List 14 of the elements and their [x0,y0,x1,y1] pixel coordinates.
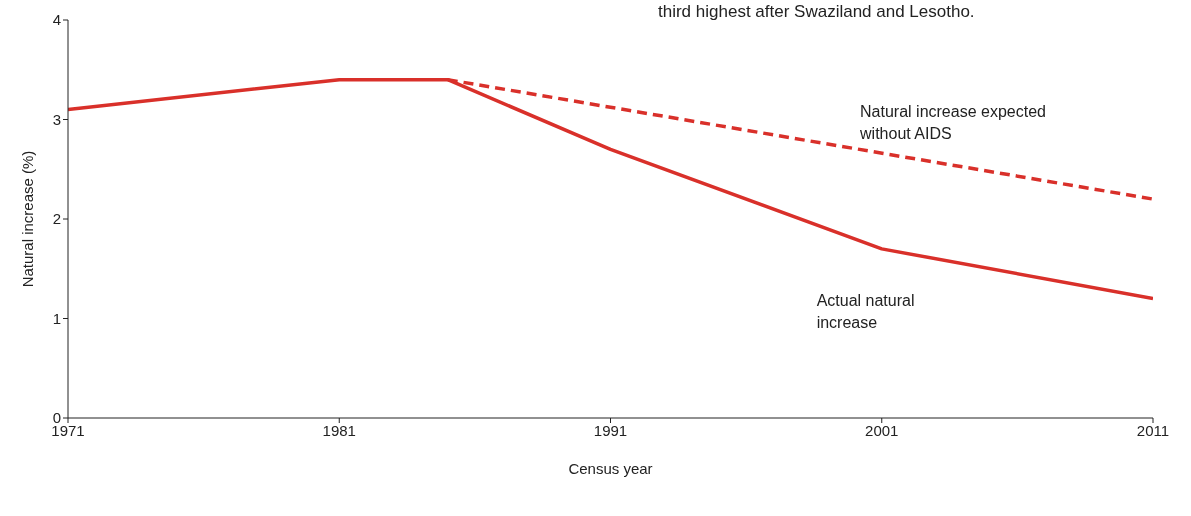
y-tick-label: 2 [52,210,61,228]
y-tick-label: 0 [52,409,61,427]
series-label: Natural increase expected without AIDS [860,102,1047,145]
x-tick-label: 2011 [1136,421,1170,439]
y-axis-title: Natural increase (%) [19,150,37,288]
x-tick-label: 1981 [322,421,356,439]
text: Actual natural increase [816,290,916,333]
x-tick-label: 2001 [865,421,899,439]
y-tick-label: 4 [52,11,61,29]
y-tick-label: 1 [52,309,61,327]
x-tick-label: 1991 [593,421,628,439]
y-tick-label: 3 [52,110,61,128]
annotation: third highest after Swaziland and Lesotho. [658,2,975,22]
x-axis-title: Census year [568,460,653,477]
